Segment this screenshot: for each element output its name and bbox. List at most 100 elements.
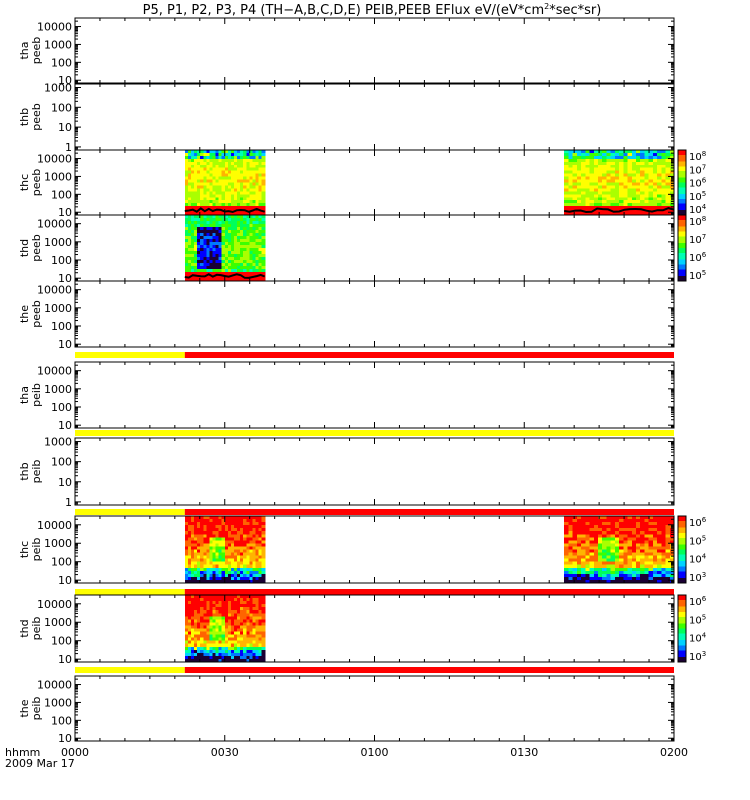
spectrogram-cell (237, 646, 241, 651)
spectrogram-cell (249, 576, 253, 581)
spectrogram-cell (249, 549, 253, 554)
spectrogram-cell (568, 555, 574, 560)
spectrogram-cell (237, 239, 241, 243)
spectrogram-cell (661, 516, 667, 520)
spectrogram-cell (657, 150, 662, 154)
spectrogram-cell (246, 543, 250, 548)
spectrogram-cell (258, 278, 263, 282)
spectrogram-cell (240, 546, 244, 551)
spectrogram-cell (224, 221, 229, 225)
spectrogram-cell (614, 531, 620, 535)
spectrogram-cell (652, 158, 658, 163)
spectrogram-cell (215, 150, 220, 154)
spectrogram-cell (190, 242, 195, 246)
spectrogram-cell (240, 260, 244, 264)
spectrogram-cell (206, 631, 210, 636)
colorbar-swatch (678, 605, 686, 608)
spectrogram-cell (221, 203, 226, 207)
spectrogram-cell (215, 652, 220, 657)
spectrogram-cell (261, 543, 266, 548)
spectrogram-cell (194, 254, 198, 258)
spectrogram-cell (593, 212, 599, 216)
spectrogram-cell (187, 191, 192, 195)
spectrogram-cell (221, 263, 226, 267)
spectrogram-cell (597, 152, 603, 157)
spectrogram-cell (227, 215, 232, 219)
spectrogram-cell (194, 643, 198, 648)
spectrogram-cell (631, 155, 637, 160)
spectrogram-cell (623, 158, 629, 163)
spectrogram-cell (261, 239, 266, 243)
spectrogram-cell (249, 242, 253, 246)
spectrogram-cell (585, 176, 591, 181)
spectrogram-cell (614, 516, 620, 520)
product-label: peib (30, 617, 43, 641)
colorbar-swatch (678, 572, 686, 576)
spectrogram-cell (255, 152, 260, 157)
spectrogram-cell (246, 236, 250, 240)
spectrogram-cell (224, 263, 229, 267)
spectrogram-cell (197, 549, 201, 554)
spectrogram-cell (224, 194, 229, 198)
spectrogram-cell (218, 194, 223, 198)
colorbar-tick-label: 106 (689, 177, 707, 190)
spectrogram-cell (227, 522, 232, 526)
spectrogram-cell (200, 564, 204, 569)
spectrogram-cell (661, 176, 667, 181)
spectrogram-cell (209, 266, 214, 270)
spectrogram-cell (233, 239, 238, 243)
spectrogram-cell (631, 167, 637, 172)
spectrogram-cell (255, 522, 260, 526)
spectrogram-cell (197, 185, 201, 189)
spectrogram-cell (206, 239, 210, 243)
spectrogram-cell (212, 263, 217, 267)
spectrogram-cell (215, 525, 220, 529)
spectrogram-cell (230, 242, 235, 246)
spectrogram-cell (200, 601, 204, 605)
spectrogram-cell (206, 646, 210, 651)
spectrogram-cell (261, 534, 266, 538)
spectrogram-cell (246, 567, 250, 572)
spectrogram-cell (610, 561, 616, 566)
spectrogram-cell (593, 188, 599, 192)
spectrogram-cell (224, 607, 229, 611)
spectrogram-cell (187, 531, 192, 535)
spectrogram-cell (261, 516, 266, 520)
spectrogram-cell (619, 170, 624, 175)
spectrogram-cell (619, 150, 624, 154)
spectrogram-cell (255, 604, 260, 608)
spectrogram-cell (635, 555, 641, 560)
colorbar-swatch (678, 248, 686, 251)
spectrogram-cell (602, 525, 608, 529)
spectrogram-cell (230, 637, 235, 642)
spectrogram-cell (227, 155, 232, 160)
spectrogram-cell (184, 236, 189, 240)
spectrogram-cell (640, 525, 646, 529)
spectrogram-cell (215, 640, 220, 645)
spectrogram-cell (252, 242, 257, 246)
spectrogram-cell (246, 152, 250, 157)
spectrogram-cell (576, 537, 582, 541)
spectrogram-cell (631, 543, 637, 548)
spectrogram-cell (233, 170, 238, 175)
spectrogram-cell (243, 182, 247, 187)
spectrogram-cell (640, 549, 646, 554)
spectrogram-cell (576, 543, 582, 548)
spectrogram-cell (227, 167, 232, 172)
spectrogram-cell (606, 549, 612, 554)
spectrogram-cell (212, 631, 217, 636)
spectrogram-cell (221, 248, 226, 252)
spectrogram-cell (261, 233, 266, 237)
spectrogram-cell (218, 182, 223, 187)
spectrogram-cell (237, 519, 241, 523)
spectrogram-cell (197, 531, 201, 535)
spectrogram-cell (187, 224, 192, 228)
spectrogram-cell (661, 203, 667, 207)
spectrogram-cell (190, 272, 195, 276)
spectrogram-cell (215, 564, 220, 569)
spectrogram-cell (184, 576, 189, 581)
spectrogram-cell (194, 555, 198, 560)
spectrogram-cell (249, 655, 253, 660)
spectrogram-cell (227, 212, 232, 216)
spectrogram-cell (255, 625, 260, 630)
